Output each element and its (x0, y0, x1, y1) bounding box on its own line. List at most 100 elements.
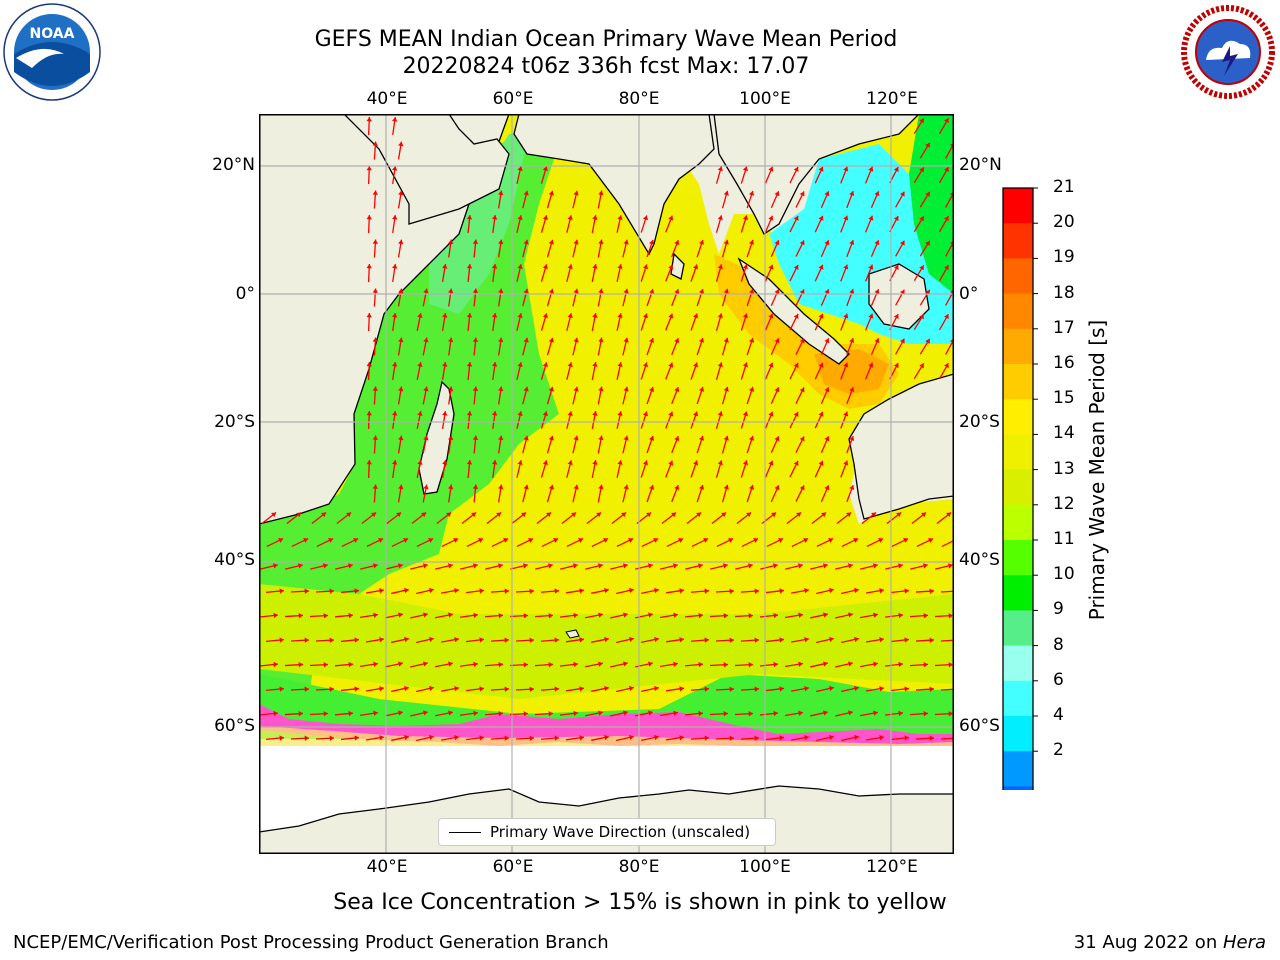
wave-arrow-head (746, 512, 752, 518)
colorbar-segment (1003, 328, 1033, 365)
lat-label-left-0: 0° (235, 284, 255, 304)
wave-arrow-head (573, 710, 578, 717)
lat-label-left-40s: 40°S (214, 550, 255, 570)
wave-arrow-head (548, 386, 554, 392)
footer-host: Hera (1222, 932, 1266, 953)
wave-arrow-head (348, 661, 353, 668)
wave-arrow-head (423, 386, 429, 392)
wave-arrow-head (573, 612, 578, 619)
wave-arrow-head (674, 240, 680, 246)
wave-arrow-head (454, 685, 459, 692)
wave-arrow-head (448, 661, 453, 667)
legend-label: Primary Wave Direction (unscaled) (490, 823, 751, 841)
wave-arrow-head (604, 734, 609, 741)
wave-arrow-head (298, 563, 303, 569)
wave-arrow-head (423, 710, 428, 716)
wave-arrow-head (398, 141, 404, 147)
wave-arrow-head (498, 563, 503, 569)
wave-arrow-head (721, 512, 727, 518)
wave-arrow-head (874, 338, 880, 344)
wave-arrow-head (604, 685, 609, 692)
noaa-logo: NOAA (2, 2, 102, 102)
wave-arrow-head (929, 588, 934, 594)
wave-arrow-head (873, 563, 878, 569)
wave-arrow-head (423, 288, 429, 294)
wave-arrow-head (818, 215, 824, 221)
footer-branch: NCEP/EMC/Verification Post Processing Pr… (13, 932, 609, 953)
wave-arrow-head (623, 563, 628, 569)
colorbar-segment (1003, 223, 1033, 259)
gridlines (259, 114, 954, 854)
wave-arrow-head (843, 215, 849, 221)
wave-arrow-head (304, 686, 309, 692)
wave-arrow-head (948, 613, 953, 619)
wave-arrow-head (404, 734, 409, 741)
wave-arrow-head (698, 484, 705, 490)
wave-arrow-head (799, 289, 805, 295)
wave-arrow-head (898, 710, 903, 717)
lon-label-top-60e: 60°E (492, 89, 534, 109)
wave-arrow-head (748, 190, 755, 196)
wave-arrow-head (774, 240, 780, 246)
wave-arrow-head (742, 411, 748, 417)
wave-arrow-head (642, 362, 649, 368)
wave-arrow-head (523, 386, 529, 392)
wave-arrow-head (723, 288, 729, 294)
colorbar-segment (1003, 786, 1033, 790)
wave-arrow-head (366, 362, 372, 367)
lat-label-left-60s: 60°S (214, 716, 255, 736)
wave-arrow-head (372, 190, 378, 195)
wave-arrow-head (854, 734, 859, 741)
wave-arrow-head (348, 710, 353, 717)
wave-arrow-head (642, 215, 649, 221)
colorbar-segment (1003, 716, 1033, 752)
wave-arrow-head (623, 435, 629, 441)
wave-arrow-head (873, 710, 878, 716)
wave-arrow-head (529, 637, 534, 643)
wave-arrow-head (329, 637, 334, 643)
wave-arrow-head (491, 215, 498, 220)
wave-arrow-head (423, 563, 428, 569)
wave-arrow-head (504, 588, 509, 594)
wave-arrow-head (598, 239, 604, 245)
kerguelen (565, 629, 580, 639)
wave-arrow-head (617, 264, 623, 269)
wave-arrow-head (398, 190, 404, 196)
wave-arrow-head (466, 313, 473, 318)
wave-arrow-head (417, 362, 423, 367)
wave-arrow-head (598, 484, 604, 490)
wave-arrow-head (453, 538, 459, 543)
wave-arrow-head (818, 166, 824, 172)
wave-arrow-head (673, 563, 678, 569)
wave-arrow-head (573, 386, 579, 392)
wave-arrow-head (529, 588, 534, 594)
wave-arrow-head (554, 735, 559, 741)
wave-arrow-head (923, 661, 928, 668)
wave-arrow-head (723, 386, 729, 392)
wave-arrow-head (944, 314, 949, 320)
wave-arrow-head (542, 215, 548, 221)
wave-arrow-head (925, 142, 930, 148)
wave-arrow-head (523, 662, 528, 668)
wave-arrow-head (774, 387, 780, 393)
wave-arrow-head (748, 337, 755, 343)
wave-arrow-head (623, 661, 628, 667)
wave-arrow-head (774, 338, 780, 344)
wave-arrow-head (723, 613, 728, 619)
wave-arrow-head (696, 512, 702, 518)
wave-arrow-head (668, 215, 674, 221)
wave-arrow-head (517, 166, 523, 171)
colorbar-segment (1003, 610, 1033, 647)
wave-arrow-head (793, 166, 799, 172)
wave-arrow-head (548, 563, 553, 569)
wave-arrow-head (392, 460, 398, 465)
wave-arrow-head (818, 411, 824, 417)
wave-arrow-head (279, 735, 284, 741)
wave-arrow-head (329, 735, 334, 741)
wave-arrow-head (372, 435, 378, 440)
wave-arrow-head (923, 612, 928, 619)
wave-arrow-head (517, 264, 523, 269)
wave-arrow-head (668, 264, 674, 270)
wave-arrow-head (298, 613, 303, 619)
wave-arrow-head (498, 612, 503, 619)
